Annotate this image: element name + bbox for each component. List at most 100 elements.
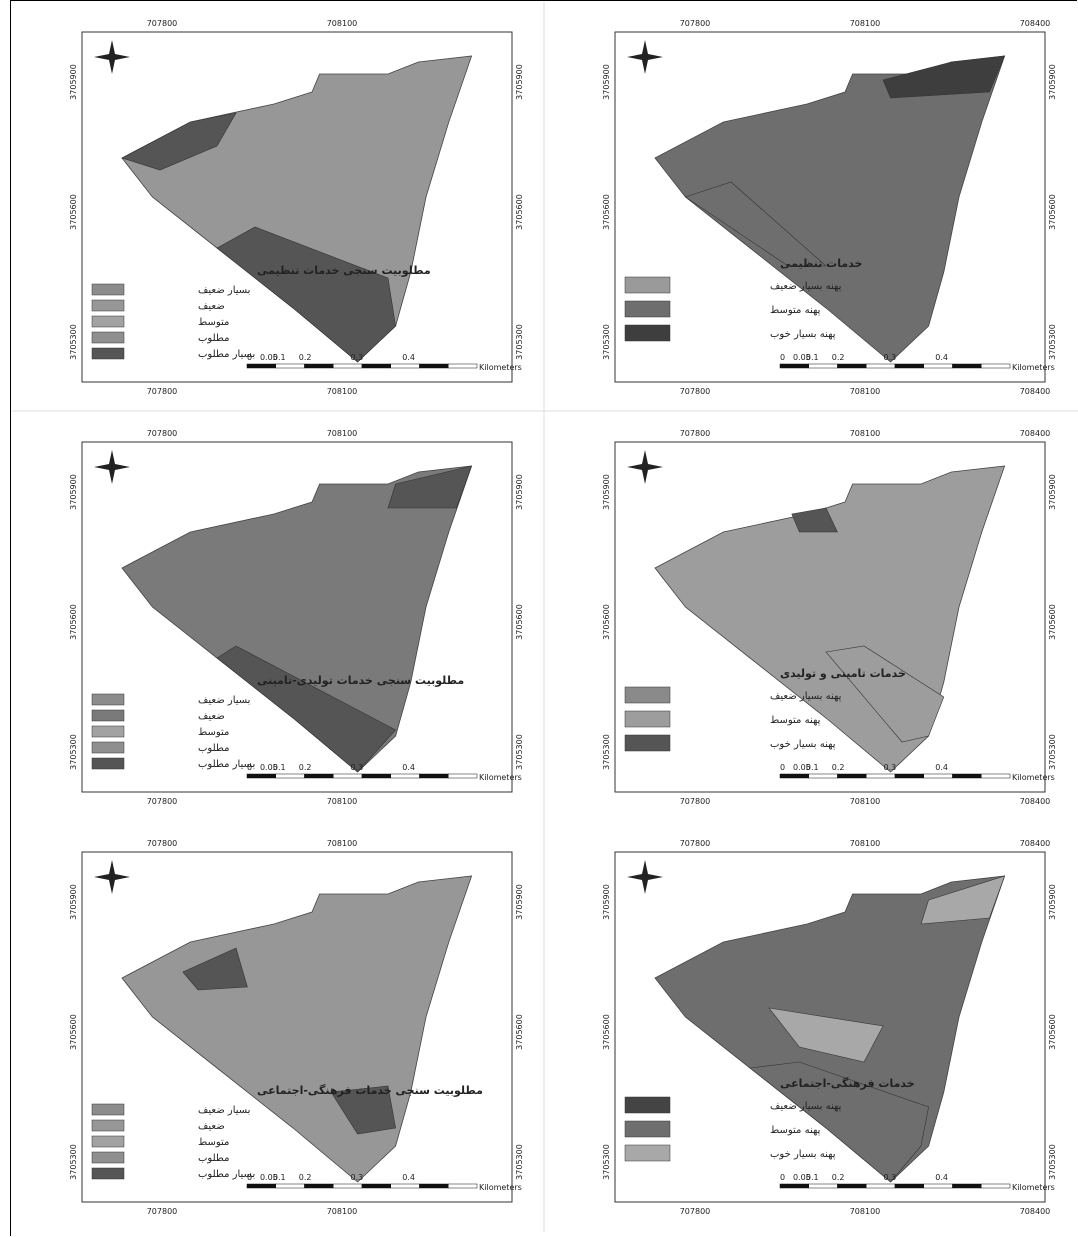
- scale-segment: [952, 773, 982, 779]
- study-area: [654, 55, 1006, 363]
- scale-label: 0.2: [832, 1173, 845, 1182]
- scale-segment: [448, 773, 478, 779]
- legend-label: متوسط: [198, 1137, 229, 1148]
- x-coordinate: 708400: [1020, 429, 1051, 438]
- north-arrow: [627, 40, 663, 74]
- scale-label: 0.4: [935, 763, 948, 772]
- north-arrow: [94, 450, 130, 484]
- map-panel: 707800 707800 708100 708100 3705900 3705900 37…: [69, 822, 545, 1232]
- scale-label: 0.2: [832, 763, 845, 772]
- legend-swatch: [91, 741, 125, 754]
- legend-label: بسیار ضعیف: [198, 285, 250, 296]
- y-coordinate: 3705600: [69, 194, 78, 230]
- x-coordinate: 708100: [850, 19, 881, 28]
- legend-label: مطلوب: [198, 1153, 229, 1164]
- legend-swatch: [91, 1167, 125, 1180]
- scale-segment: [894, 363, 924, 369]
- scale-label: 0.05: [793, 763, 811, 772]
- scale-label: 0.4: [402, 353, 415, 362]
- legend-swatch: [624, 734, 671, 752]
- x-coordinate: 707800: [147, 1207, 178, 1216]
- scale-label: 0.2: [832, 353, 845, 362]
- x-coordinate: 708400: [1020, 387, 1051, 396]
- y-coordinate: 3705900: [1048, 474, 1057, 510]
- scale-segment: [333, 773, 363, 779]
- x-coordinate: 707800: [147, 797, 178, 806]
- map-frame: [614, 441, 1046, 793]
- y-coordinate: 3705600: [602, 604, 611, 640]
- legend-title: خدمات تامینی و تولیدی: [780, 667, 906, 680]
- scale-segment: [333, 363, 363, 369]
- map-panel: 707800 707800 708100 708100 3705900 3705900 37…: [69, 412, 545, 822]
- y-coordinate: 3705900: [69, 884, 78, 920]
- legend-swatch: [91, 1103, 125, 1116]
- legend-swatch: [91, 331, 125, 344]
- legend-title: خدمات تنظیمی: [780, 257, 862, 270]
- x-coordinate: 707800: [680, 387, 711, 396]
- legend-label: مطلوب: [198, 333, 229, 344]
- scale-segment: [952, 1183, 982, 1189]
- y-coordinate: 3705900: [602, 64, 611, 100]
- scale-label: 0: [247, 1173, 252, 1182]
- scale-label: 0.2: [299, 763, 312, 772]
- scale-label: 0.4: [935, 1173, 948, 1182]
- x-coordinate: 708100: [850, 1207, 881, 1216]
- scale-label: 0.1: [273, 763, 286, 772]
- map-panel: 707800 707800 708100 708100 708400 708400 3705…: [545, 19, 1078, 412]
- x-coordinate: 708400: [1020, 839, 1051, 848]
- x-coordinate: 708100: [327, 1207, 358, 1216]
- zone: [920, 875, 1006, 925]
- legend-label: پهنه بسیار ضعیف: [770, 281, 842, 292]
- x-coordinate: 708400: [1020, 797, 1051, 806]
- scale-segment: [808, 363, 838, 369]
- legend-title: مطلوبیت سنجی خدمات تنظیمی: [257, 264, 431, 277]
- scale-segment: [304, 773, 334, 779]
- scale-label: 0.3: [351, 353, 364, 362]
- scale-segment: [419, 1183, 449, 1189]
- scale-segment: [419, 773, 449, 779]
- y-coordinate: 3705300: [515, 734, 524, 770]
- legend-label: بسیار ضعیف: [198, 695, 250, 706]
- legend-swatch: [91, 709, 125, 722]
- legend-swatch: [624, 1120, 671, 1138]
- scale-segment: [304, 363, 334, 369]
- y-coordinate: 3705900: [1048, 64, 1057, 100]
- scale-label: 0.1: [806, 1173, 819, 1182]
- scale-segment: [275, 1183, 305, 1189]
- y-coordinate: 3705900: [602, 884, 611, 920]
- scale-label: 0.05: [260, 763, 278, 772]
- scale-label: 0.4: [402, 763, 415, 772]
- y-coordinate: 3705300: [602, 1144, 611, 1180]
- y-coordinate: 3705300: [515, 1144, 524, 1180]
- legend-swatch: [624, 1144, 671, 1162]
- legend-swatch: [624, 324, 671, 342]
- scale-label: Kilometers: [1012, 773, 1055, 782]
- scale-segment: [448, 1183, 478, 1189]
- scale-label: 0: [780, 1173, 785, 1182]
- legend-swatch: [624, 1096, 671, 1114]
- scale-label: 0.3: [884, 763, 897, 772]
- legend-title: مطلوبیت سنجی خدمات تولیدی-تامینی: [257, 674, 464, 687]
- scale-segment: [837, 1183, 867, 1189]
- scale-label: 0: [780, 353, 785, 362]
- figure-frame: [10, 0, 1077, 1236]
- legend-label: متوسط: [198, 727, 229, 738]
- scale-label: 0.1: [806, 763, 819, 772]
- scale-segment: [448, 363, 478, 369]
- scale-segment: [361, 1183, 391, 1189]
- x-coordinate: 708100: [850, 429, 881, 438]
- scale-segment: [246, 1183, 276, 1189]
- scale-segment: [246, 363, 276, 369]
- scale-label: 0.1: [273, 1173, 286, 1182]
- zone: [387, 465, 473, 509]
- zone: [216, 645, 397, 773]
- legend-swatch: [91, 1151, 125, 1164]
- x-coordinate: 707800: [680, 1207, 711, 1216]
- legend-swatch: [91, 1119, 125, 1132]
- y-coordinate: 3705900: [1048, 884, 1057, 920]
- legend-label: پهنه بسیار خوب: [770, 329, 836, 340]
- scale-segment: [390, 363, 420, 369]
- legend-label: پهنه متوسط: [770, 1125, 821, 1136]
- x-coordinate: 707800: [680, 797, 711, 806]
- y-coordinate: 3705600: [69, 604, 78, 640]
